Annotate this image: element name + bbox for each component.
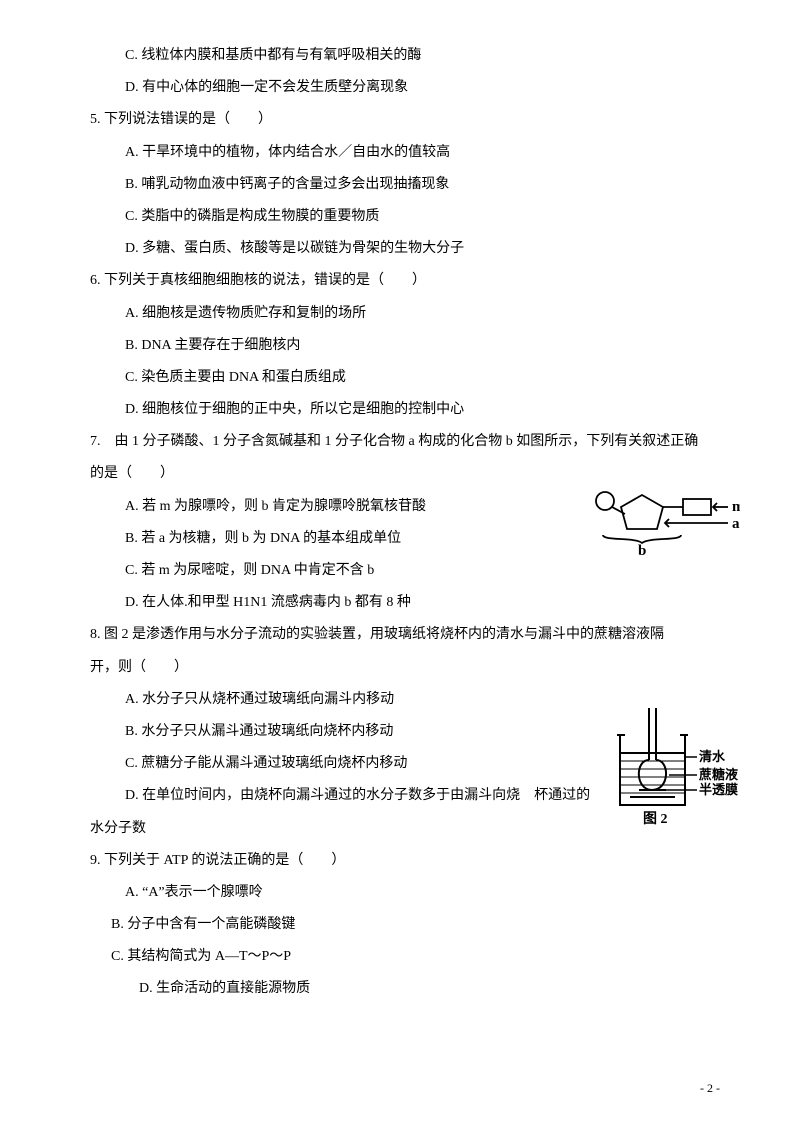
q8-stem: 8. 图 2 是渗透作用与水分子流动的实验装置，用玻璃纸将烧杯内的清水与漏斗中的… bbox=[90, 619, 730, 651]
fig7-label-m: m bbox=[732, 499, 740, 515]
q6-option-b: B. DNA 主要存在于细胞核内 bbox=[90, 330, 730, 362]
q4-option-d: D. 有中心体的细胞一定不会发生质壁分离现象 bbox=[90, 72, 730, 104]
q5-option-a: A. 干旱环境中的植物，体内结合水／自由水的值较高 bbox=[90, 137, 730, 169]
fig8-label-membrane: 半透膜 bbox=[699, 782, 738, 797]
q7-stem-end: 的是（ ） bbox=[90, 458, 730, 490]
q5-option-c: C. 类脂中的磷脂是构成生物膜的重要物质 bbox=[90, 201, 730, 233]
q7-figure: m a b bbox=[585, 487, 740, 557]
q7-option-d: D. 在人体.和甲型 H1N1 流感病毒内 b 都有 8 种 bbox=[90, 587, 730, 619]
q6-option-d: D. 细胞核位于细胞的正中央，所以它是细胞的控制中心 bbox=[90, 394, 730, 426]
q6-option-c: C. 染色质主要由 DNA 和蛋白质组成 bbox=[90, 362, 730, 394]
q6-stem: 6. 下列关于真核细胞细胞核的说法，错误的是（ ） bbox=[90, 265, 730, 297]
q9-option-a: A. “A”表示一个腺嘌呤 bbox=[90, 877, 730, 909]
q4-option-c: C. 线粒体内膜和基质中都有与有氧呼吸相关的酶 bbox=[90, 40, 730, 72]
fig8-caption: 图 2 bbox=[643, 811, 668, 827]
q8-figure: 清水 蔗糖液 半透膜 图 2 bbox=[615, 705, 740, 830]
q7-stem: 7. 由 1 分子磷酸、1 分子含氮碱基和 1 分子化合物 a 构成的化合物 b… bbox=[90, 426, 730, 458]
q9-stem: 9. 下列关于 ATP 的说法正确的是（ ） bbox=[90, 845, 730, 877]
exam-page: C. 线粒体内膜和基质中都有与有氧呼吸相关的酶 D. 有中心体的细胞一定不会发生… bbox=[0, 0, 800, 1131]
q9-option-c: C. 其结构简式为 A—T～P～P bbox=[90, 941, 730, 973]
q9-option-b: B. 分子中含有一个高能磷酸键 bbox=[90, 909, 730, 941]
fig8-label-sucrose: 蔗糖液 bbox=[698, 767, 738, 782]
q6-option-a: A. 细胞核是遗传物质贮存和复制的场所 bbox=[90, 298, 730, 330]
q5-option-d: D. 多糖、蛋白质、核酸等是以碳链为骨架的生物大分子 bbox=[90, 233, 730, 265]
q8-stem-end: 开，则（ ） bbox=[90, 652, 730, 684]
q5-option-b: B. 哺乳动物血液中钙离子的含量过多会出现抽搐现象 bbox=[90, 169, 730, 201]
q5-stem: 5. 下列说法错误的是（ ） bbox=[90, 104, 730, 136]
page-number: - 2 - bbox=[700, 1075, 720, 1103]
q9-option-d: D. 生命活动的直接能源物质 bbox=[90, 973, 730, 1005]
fig8-label-water: 清水 bbox=[699, 749, 726, 764]
fig7-label-b: b bbox=[638, 543, 646, 557]
fig7-label-a: a bbox=[732, 516, 740, 532]
q7-option-c: C. 若 m 为尿嘧啶，则 DNA 中肯定不含 b bbox=[90, 555, 730, 587]
